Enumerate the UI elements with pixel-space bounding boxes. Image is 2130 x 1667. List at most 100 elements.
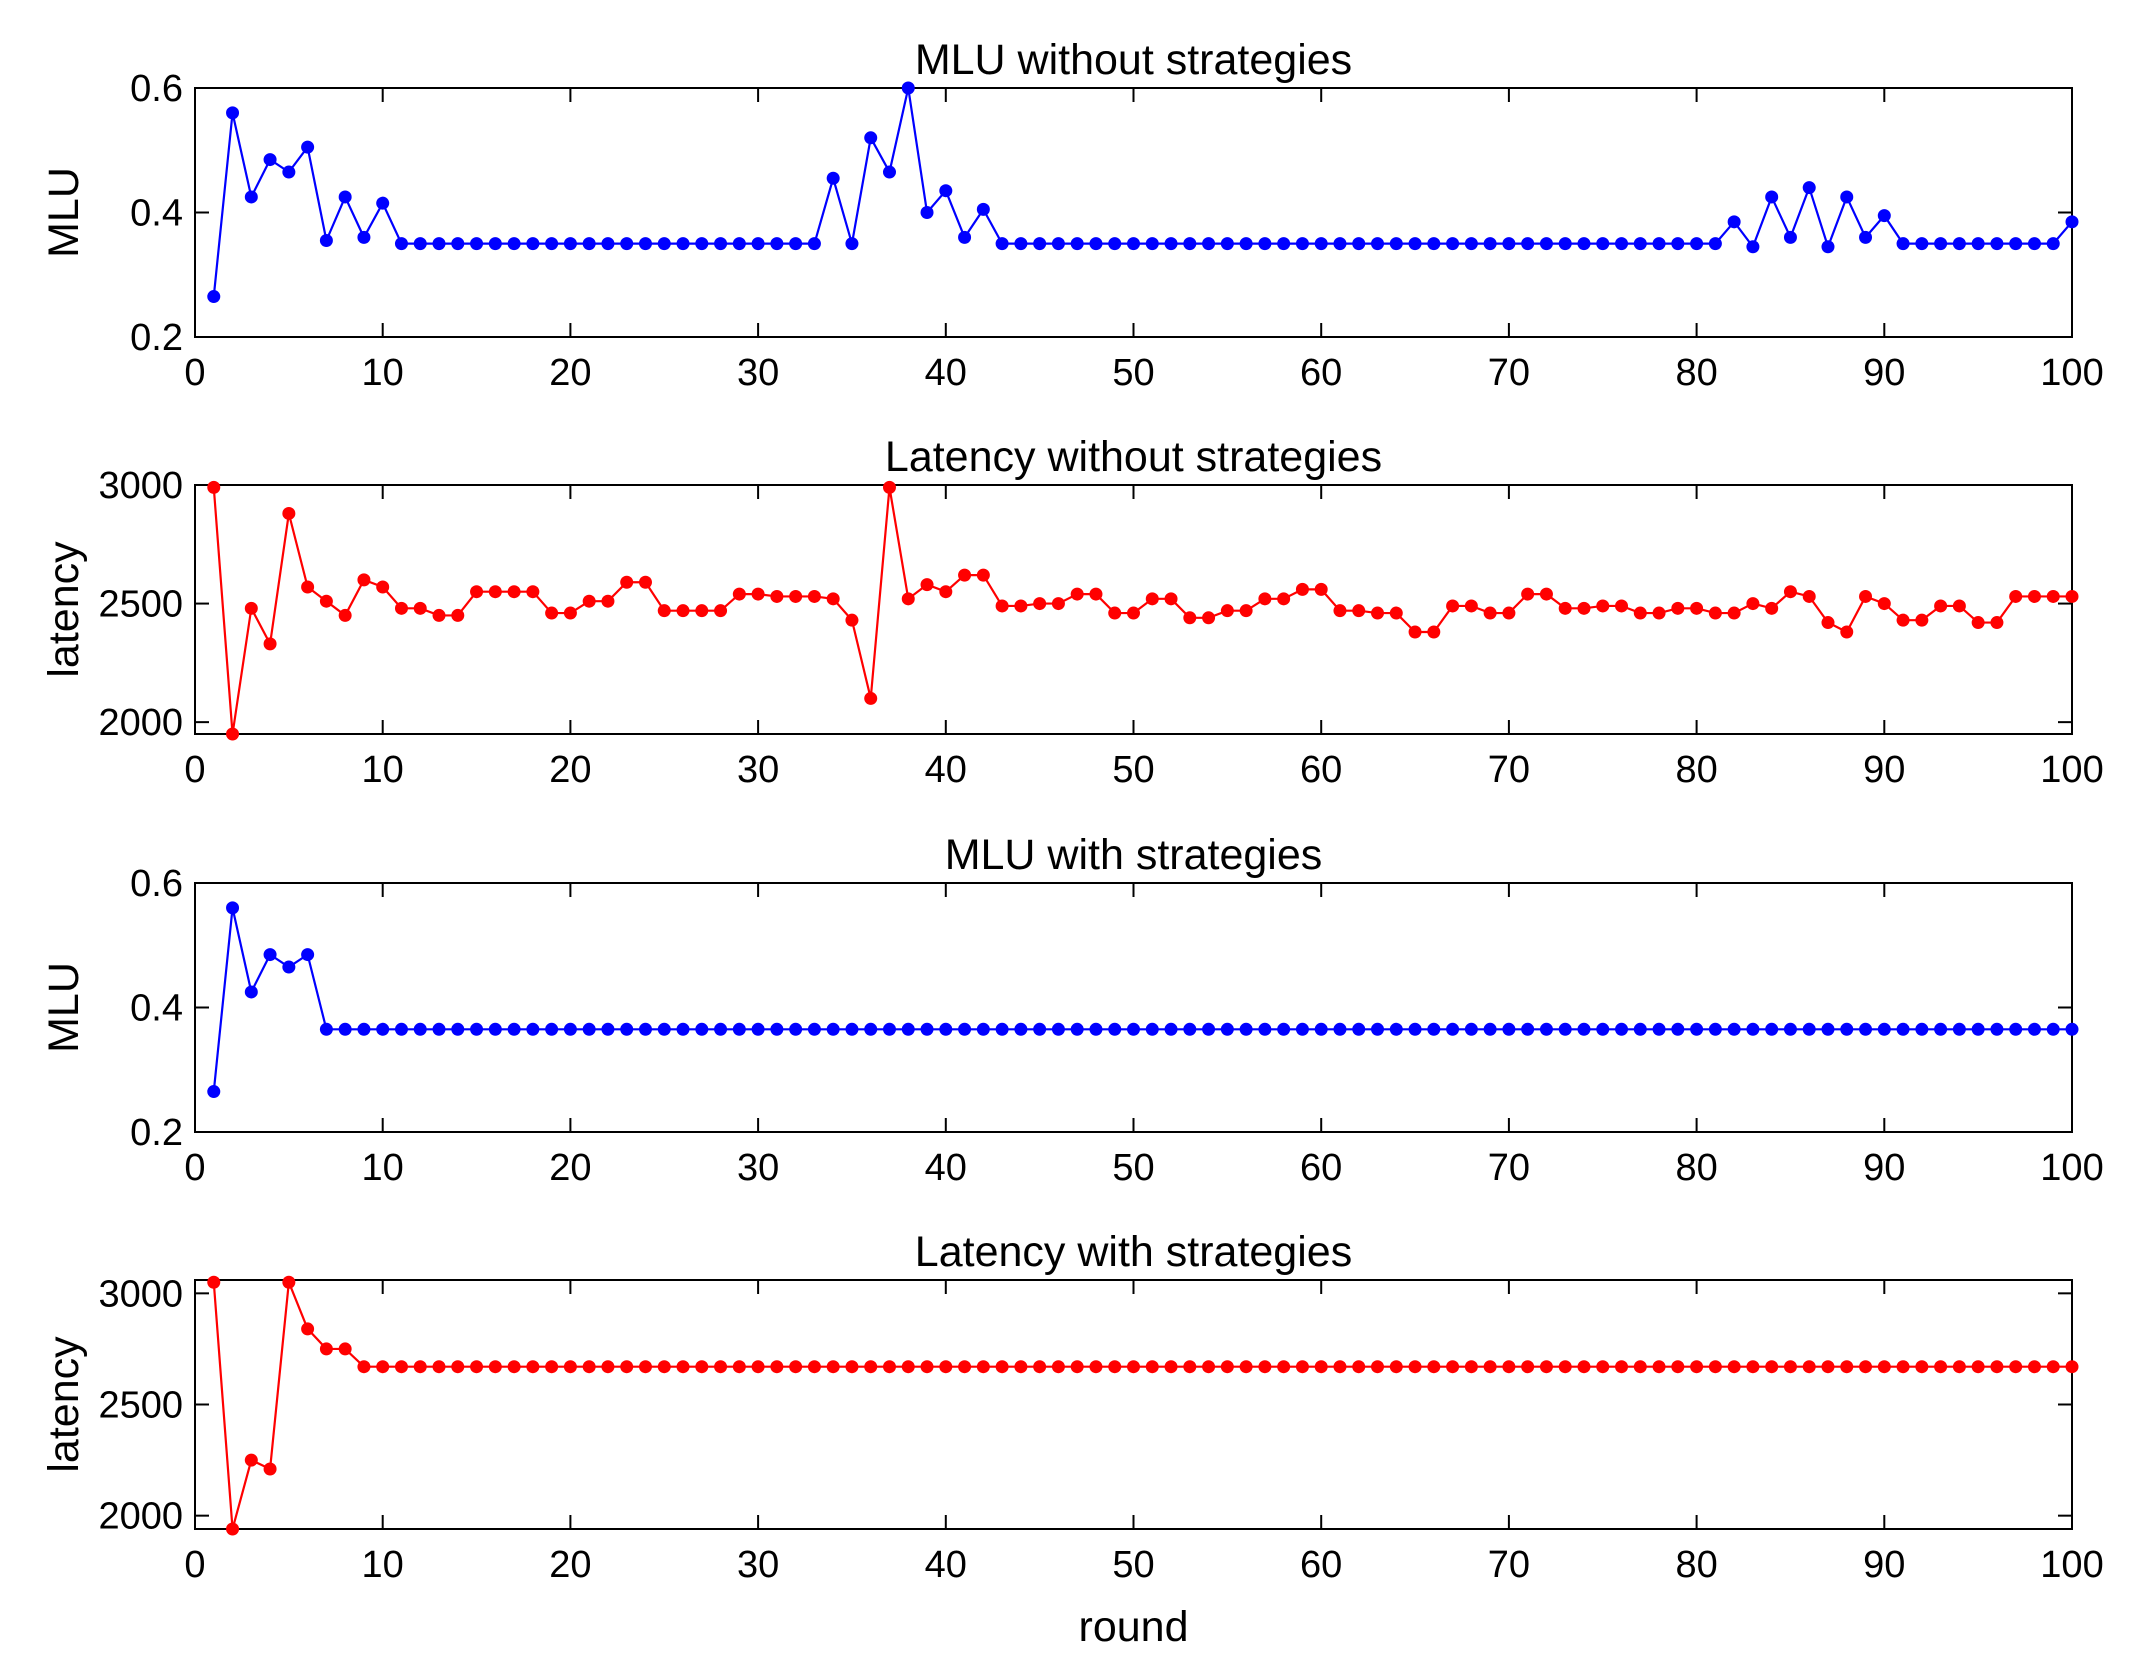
data-point: [301, 1322, 315, 1336]
data-point: [958, 1022, 972, 1036]
data-point: [1089, 587, 1103, 601]
x-tick-label: 30: [737, 1544, 779, 1586]
x-tick-label: 100: [2040, 352, 2103, 394]
data-point: [901, 592, 915, 606]
data-point: [1896, 1022, 1910, 1036]
data-point: [976, 1360, 990, 1374]
data-point: [1333, 604, 1347, 618]
data-point: [301, 948, 315, 962]
data-point: [1690, 237, 1704, 251]
data-point: [244, 190, 258, 204]
data-point: [920, 578, 934, 592]
data-point: [319, 1342, 333, 1356]
y-axis-label: MLU: [40, 962, 88, 1053]
data-point: [2009, 1360, 2023, 1374]
data-point: [995, 599, 1009, 613]
x-tick-label: 50: [1112, 749, 1154, 791]
x-tick-label: 80: [1675, 352, 1717, 394]
data-point: [1164, 592, 1178, 606]
data-point: [976, 202, 990, 216]
data-point: [1464, 1022, 1478, 1036]
data-point: [1952, 237, 1966, 251]
data-point: [1521, 587, 1535, 601]
data-point: [507, 1022, 521, 1036]
data-point: [939, 585, 953, 599]
data-point: [563, 237, 577, 251]
data-point: [1596, 237, 1610, 251]
data-point: [1483, 606, 1497, 620]
data-point: [1145, 237, 1159, 251]
data-point: [1239, 237, 1253, 251]
data-point: [1934, 599, 1948, 613]
subplot-3: 0 10 20 30 40 50 60 70 80 90 100 0.2 0.4 0.6 MLU with …: [40, 831, 2104, 1189]
data-point: [1371, 606, 1385, 620]
data-point: [864, 1022, 878, 1036]
data-point: [1783, 1022, 1797, 1036]
data-point: [901, 1360, 915, 1374]
x-tick-label: 0: [184, 352, 205, 394]
data-point: [1183, 611, 1197, 625]
x-tick-label: 40: [925, 1147, 967, 1189]
x-tick-label: 20: [549, 1147, 591, 1189]
data-point: [1727, 215, 1741, 229]
y-tick-label: 3000: [98, 465, 183, 507]
data-point: [1840, 1360, 1854, 1374]
data-point: [1446, 599, 1460, 613]
data-point: [601, 1360, 615, 1374]
data-point: [1220, 604, 1234, 618]
data-point: [507, 1360, 521, 1374]
data-point: [1802, 1360, 1816, 1374]
data-point: [582, 237, 596, 251]
data-point: [207, 1275, 221, 1289]
data-point: [1033, 237, 1047, 251]
data-point: [1352, 237, 1366, 251]
data-point: [1464, 599, 1478, 613]
data-point: [807, 1022, 821, 1036]
data-point: [357, 1022, 371, 1036]
data-point: [1070, 1360, 1084, 1374]
data-point: [1577, 1022, 1591, 1036]
data-point: [732, 1022, 746, 1036]
data-point: [732, 237, 746, 251]
data-point: [620, 1360, 634, 1374]
x-tick-label: 80: [1675, 1147, 1717, 1189]
data-point: [451, 237, 465, 251]
data-point: [1821, 1022, 1835, 1036]
data-point: [995, 1022, 1009, 1036]
data-point: [695, 604, 709, 618]
data-point: [1934, 237, 1948, 251]
data-point: [732, 1360, 746, 1374]
data-point: [1652, 1022, 1666, 1036]
x-tick-label: 40: [925, 1544, 967, 1586]
data-point: [526, 1022, 540, 1036]
data-point: [545, 1360, 559, 1374]
data-point: [789, 589, 803, 603]
series-line: [212, 487, 2072, 735]
data-point: [1502, 1360, 1516, 1374]
data-point: [451, 1022, 465, 1036]
data-point: [394, 1360, 408, 1374]
data-point: [263, 1462, 277, 1476]
data-point: [1258, 1022, 1272, 1036]
x-tick-label: 90: [1863, 352, 1905, 394]
data-point: [2027, 237, 2041, 251]
data-point: [432, 608, 446, 622]
data-point: [470, 237, 484, 251]
data-point: [1483, 1360, 1497, 1374]
x-tick-label: 70: [1488, 1544, 1530, 1586]
data-point: [995, 237, 1009, 251]
data-point: [732, 587, 746, 601]
data-point: [282, 506, 296, 520]
data-point: [1633, 237, 1647, 251]
data-point: [845, 237, 859, 251]
data-point: [1108, 237, 1122, 251]
data-point: [1521, 1022, 1535, 1036]
data-point: [1258, 1360, 1272, 1374]
data-point: [244, 1453, 258, 1467]
data-point: [432, 1022, 446, 1036]
data-point: [1295, 1360, 1309, 1374]
data-point: [1051, 1360, 1065, 1374]
data-point: [2065, 1360, 2079, 1374]
data-point: [1783, 230, 1797, 244]
data-point: [864, 1360, 878, 1374]
